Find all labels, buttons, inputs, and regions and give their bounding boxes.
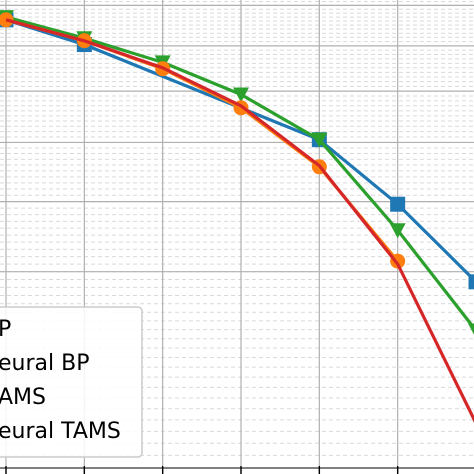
data-point [311, 132, 328, 148]
data-point [389, 223, 406, 239]
data-point [233, 87, 249, 103]
data-point [468, 323, 474, 335]
data-point [468, 274, 474, 290]
series-line [5, 15, 474, 331]
series-neural-bp [0, 12, 406, 269]
series-line [5, 18, 399, 263]
legend-label-tams: AMS [0, 385, 46, 410]
legend: P eural BP AMS eural TAMS [0, 306, 143, 458]
legend-label-neural-tams: eural TAMS [0, 419, 121, 444]
legend-label-bp: P [0, 317, 11, 342]
series-neural-tams [0, 12, 474, 290]
series-layer [0, 10, 474, 423]
legend-label-neural-bp: eural BP [0, 351, 89, 376]
data-point [390, 196, 406, 212]
x-tick-marks [0, 466, 474, 474]
series-line [5, 18, 474, 423]
series-bp [5, 18, 474, 423]
legend-box [0, 306, 143, 458]
